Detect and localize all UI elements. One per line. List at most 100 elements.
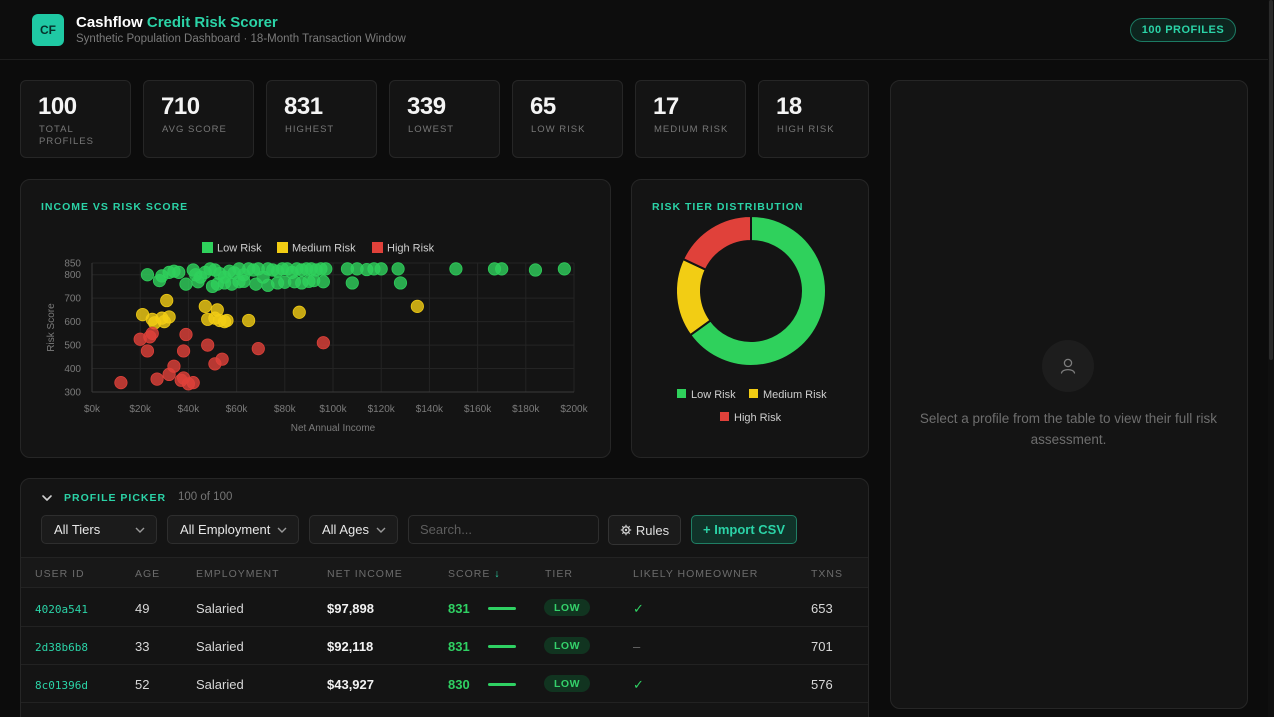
gear-icon [620,524,632,536]
column-header-tier[interactable]: TIER [545,568,573,580]
user-id-cell[interactable]: 4020a541 [35,603,88,616]
profile-search-input[interactable] [408,515,599,544]
legend-swatch [720,412,729,421]
column-header-score[interactable]: SCORE ↓ [448,568,501,580]
stat-card-lowest: 339 LOWEST [389,80,500,158]
x-tick-label: $160k [464,404,492,415]
donut-slice [688,214,827,367]
y-tick-label: 300 [64,388,81,399]
legend-label: Low Risk [217,243,262,255]
scatter-point [557,262,571,276]
scatter-point [179,277,193,291]
legend-label: High Risk [387,243,435,255]
table-row[interactable] [21,703,868,717]
legend-swatch [372,242,383,253]
x-tick-label: $140k [416,404,444,415]
scatter-point [316,275,330,289]
x-tick-label: $200k [560,404,588,415]
column-header-likely-homeowner[interactable]: LIKELY HOMEOWNER [633,568,759,580]
scatter-point [198,299,212,313]
stat-value: 65 [530,93,556,120]
table-row[interactable]: 8c01396d 52 Salaried $43,927 830 LOW ✓ 5… [21,665,868,703]
employment-cell: Salaried [196,639,244,654]
legend-swatch [202,242,213,253]
column-header-user-id[interactable]: USER ID [35,568,85,580]
homeowner-check-icon: ✓ [633,601,644,616]
user-id-cell[interactable]: 2d38b6b8 [35,641,88,654]
scrollbar-thumb[interactable] [1269,0,1273,360]
scatter-point [249,277,263,291]
scatter-point [374,262,388,276]
scatter-point [340,262,355,276]
score-bar [488,683,516,686]
scatter-point [215,352,229,366]
column-header-net-income[interactable]: NET INCOME [327,568,403,580]
stat-value: 831 [284,93,323,120]
chevron-down-icon [135,527,145,533]
scatter-point [201,338,215,352]
donut-slices [675,214,827,367]
app-subtitle: Synthetic Population Dashboard · 18-Mont… [76,33,406,45]
user-id-cell[interactable]: 8c01396d [35,679,88,692]
legend-label: Medium Risk [763,389,827,401]
table-row[interactable]: 2d38b6b8 33 Salaried $92,118 831 LOW – 7… [21,627,868,665]
employment-filter-select[interactable]: All Employment [167,515,299,544]
scatter-panel-title: INCOME VS RISK SCORE [41,201,189,213]
x-tick-label: $100k [319,404,347,415]
scatter-point [319,262,333,276]
scatter-point [528,263,543,277]
table-row[interactable]: 4020a541 49 Salaried $97,898 831 LOW ✓ 6… [21,589,868,627]
page-scrollbar[interactable] [1268,0,1274,717]
stat-card-low-risk: 65 LOW RISK [512,80,623,158]
score-bar [488,607,516,610]
chevron-down-icon [277,527,287,533]
stat-label: HIGH RISK [777,124,835,135]
stat-value: 710 [161,93,200,120]
stat-label: LOW RISK [531,124,586,135]
x-tick-label: $40k [178,404,201,415]
tier-badge: LOW [544,637,590,654]
stat-label: LOWEST [408,124,455,135]
scatter-point [140,268,155,282]
column-header-employment[interactable]: EMPLOYMENT [196,568,280,580]
scatter-point [186,376,200,390]
sort-descending-icon: ↓ [494,568,501,580]
column-header-age[interactable]: AGE [135,568,161,580]
profile-count-label: 100 of 100 [178,491,233,503]
risk-tier-distribution-panel: RISK TIER DISTRIBUTION Low Risk Medium Ri… [631,179,869,458]
age-filter-select[interactable]: All Ages [309,515,398,544]
column-header-txns[interactable]: TXNS [811,568,844,580]
scatter-point [145,326,159,340]
employment-filter-value: All Employment [180,522,271,537]
scatter-point [410,299,424,313]
profile-detail-panel [890,80,1248,709]
app-logo: CF [32,14,64,46]
tier-filter-select[interactable]: All Tiers [41,515,157,544]
avatar [1042,340,1094,392]
age-cell: 33 [135,639,150,654]
scatter-point [167,359,181,373]
age-cell: 49 [135,601,150,616]
net-income-cell: $97,898 [327,601,374,616]
scatter-axes: $0k $20k $40k $60k $80k $100k $120k $140k $160k $… [46,259,589,435]
chevron-down-icon[interactable] [41,492,53,504]
profile-picker-title[interactable]: PROFILE PICKER [64,492,167,504]
scatter-point [172,265,186,279]
scatter-point [140,344,155,358]
legend-label: Low Risk [691,389,736,401]
score-cell: 831 [448,639,470,654]
scatter-point [176,344,191,358]
tier-badge: LOW [544,675,590,692]
y-axis-label: Risk Score [46,303,57,352]
scatter-legend: Low Risk Medium Risk High Risk [202,242,435,255]
income-score-scatter-chart: Low Risk Medium Risk High Risk $0k $20k $40k… [46,242,589,435]
scatter-point [242,313,256,328]
legend-swatch [677,389,686,398]
y-tick-label: 400 [64,364,81,375]
x-axis-label: Net Annual Income [291,423,376,434]
rules-button[interactable]: Rules [608,515,681,545]
import-csv-button[interactable]: + Import CSV [691,515,797,544]
scatter-point [393,276,408,290]
legend-label: High Risk [734,412,782,424]
x-tick-label: $0k [84,404,101,415]
